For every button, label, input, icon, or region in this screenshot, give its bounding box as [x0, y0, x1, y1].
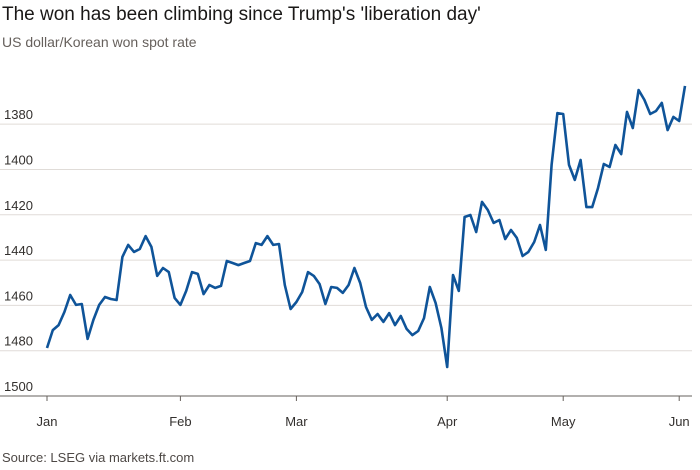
y-tick-label: 1480	[4, 334, 33, 349]
series-line	[45, 85, 687, 369]
x-tick-label: Jun	[669, 414, 690, 429]
x-tick-label: May	[551, 414, 576, 429]
chart-subtitle: US dollar/Korean won spot rate	[2, 34, 197, 50]
x-tick-label: Feb	[169, 414, 191, 429]
x-tick-label: Apr	[437, 414, 458, 429]
source: Source: LSEG via markets.ft.com	[2, 450, 194, 465]
y-tick-label: 1400	[4, 152, 33, 167]
y-tick-label: 1420	[4, 198, 33, 213]
x-tick-label: Mar	[285, 414, 308, 429]
y-tick-label: 1460	[4, 288, 33, 303]
chart-title: The won has been climbing since Trump's …	[2, 4, 481, 25]
y-tick-label: 1440	[4, 243, 33, 258]
x-tick-label: Jan	[37, 414, 58, 429]
y-tick-label: 1380	[4, 107, 33, 122]
y-tick-label: 1500	[4, 379, 33, 394]
